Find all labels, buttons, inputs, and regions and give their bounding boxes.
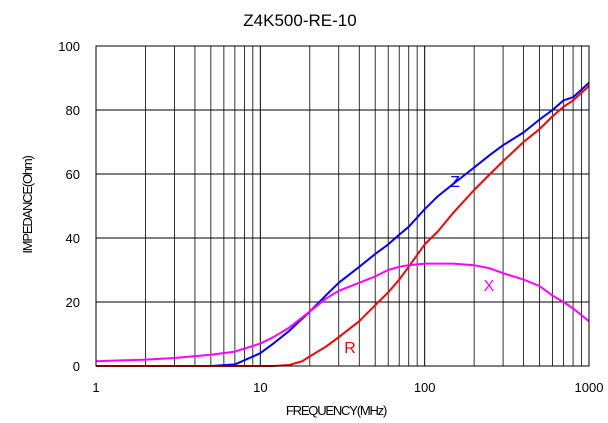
y-tick-label: 60 xyxy=(66,167,80,182)
y-tick-label: 40 xyxy=(66,231,80,246)
y-tick-label: 0 xyxy=(73,359,80,374)
y-tick-label: 100 xyxy=(58,39,80,54)
series-line-x xyxy=(95,262,590,363)
x-axis-label: FREQUENCY(MHz) xyxy=(286,403,387,418)
grid-layer xyxy=(96,46,589,366)
y-tick-label: 80 xyxy=(66,103,80,118)
chart-title: Z4K500-RE-10 xyxy=(243,11,356,30)
plot-frame xyxy=(95,45,590,367)
series-label-r: R xyxy=(344,340,356,357)
series-line-z xyxy=(96,82,590,367)
x-tick-label: 100 xyxy=(414,380,436,395)
y-tick-label: 20 xyxy=(66,295,80,310)
series-label-z: Z xyxy=(450,174,460,191)
x-tick-label: 10 xyxy=(253,380,267,395)
x-tick-label: 1000 xyxy=(575,380,604,395)
y-axis-label: IMPEDANCE(Ohm) xyxy=(20,155,35,253)
series-label-x: X xyxy=(484,278,495,295)
x-tick-label: 1 xyxy=(92,380,99,395)
tick-label-layer: 0 20 40 60 80 100 1 10 100 1000 xyxy=(58,39,603,395)
